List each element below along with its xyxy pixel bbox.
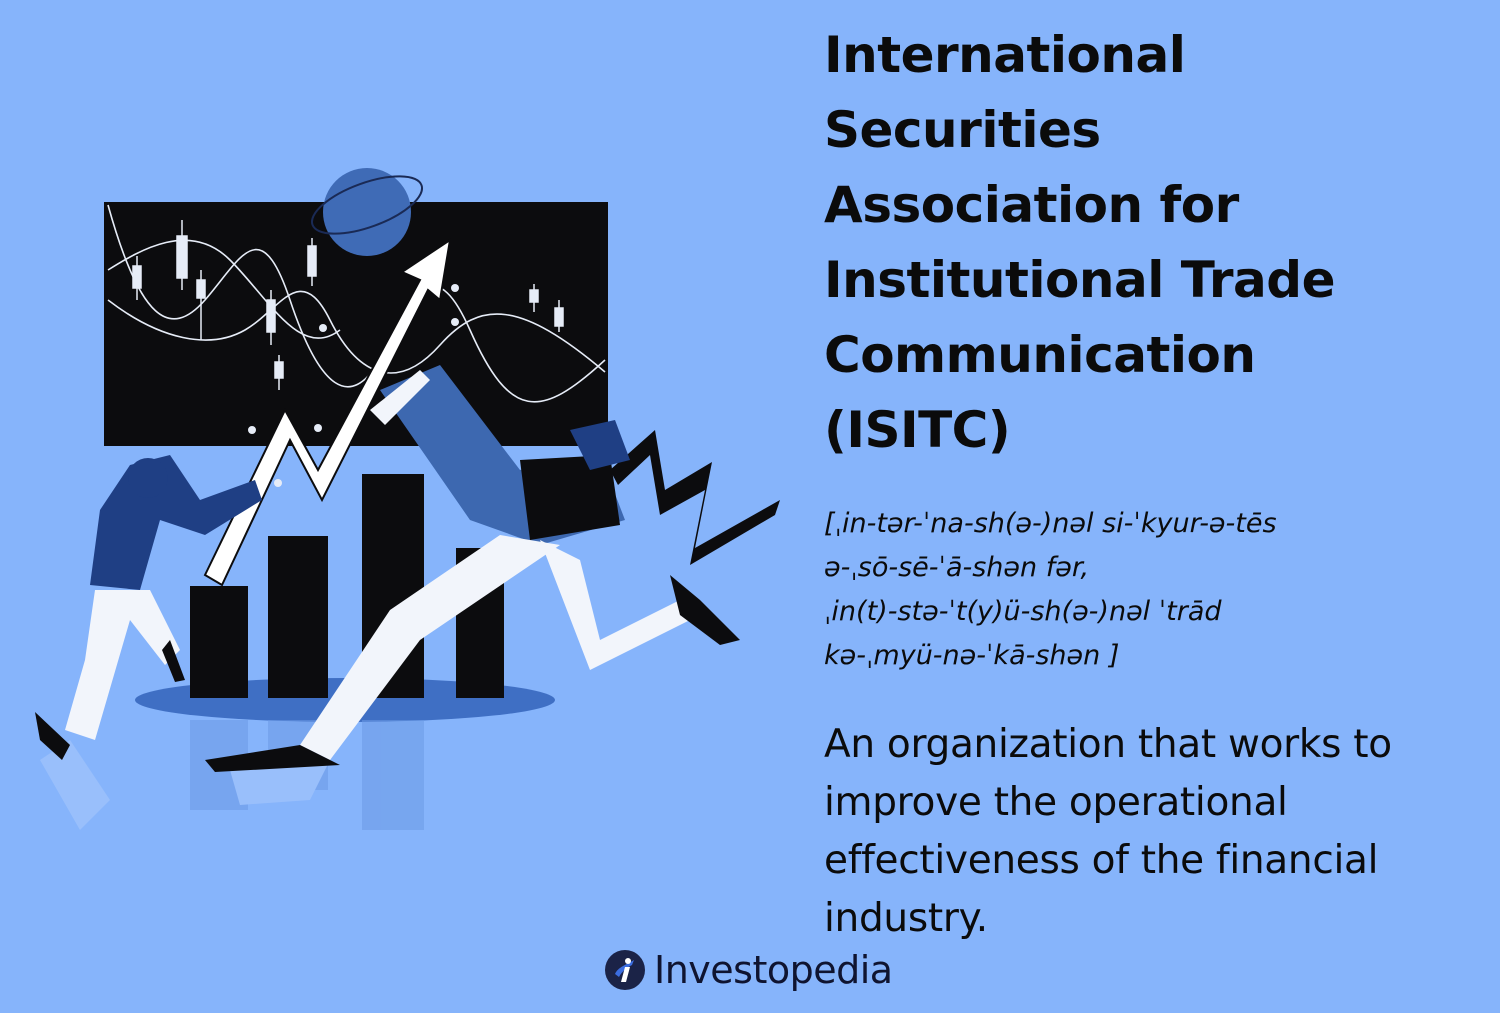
financial-growth-illustration [35,168,780,830]
black-zigzag [610,430,780,565]
brand-logo: Investopedia [604,946,893,994]
globe-icon [310,168,424,256]
brand-name: Investopedia [654,948,893,992]
term-pronunciation: [ˌin-tər-ˈna-sh(ə-)nəl si-ˈkyur-ə-tēs ə-… [824,508,1277,671]
board-lines [107,204,606,403]
candlesticks [132,220,564,390]
investopedia-logo-icon [605,950,645,990]
left-person-figure [35,455,262,760]
board-dots [248,284,459,487]
term-title: International Securities Association for… [824,26,1335,459]
floor-reflection [40,720,424,830]
term-definition: An organization that works to improve th… [824,722,1392,941]
trend-arrow-icon [203,237,452,587]
term-definition-panel: International Securities Association for… [824,18,1464,948]
right-person-figure [205,365,740,772]
bar-chart-columns [190,474,504,698]
